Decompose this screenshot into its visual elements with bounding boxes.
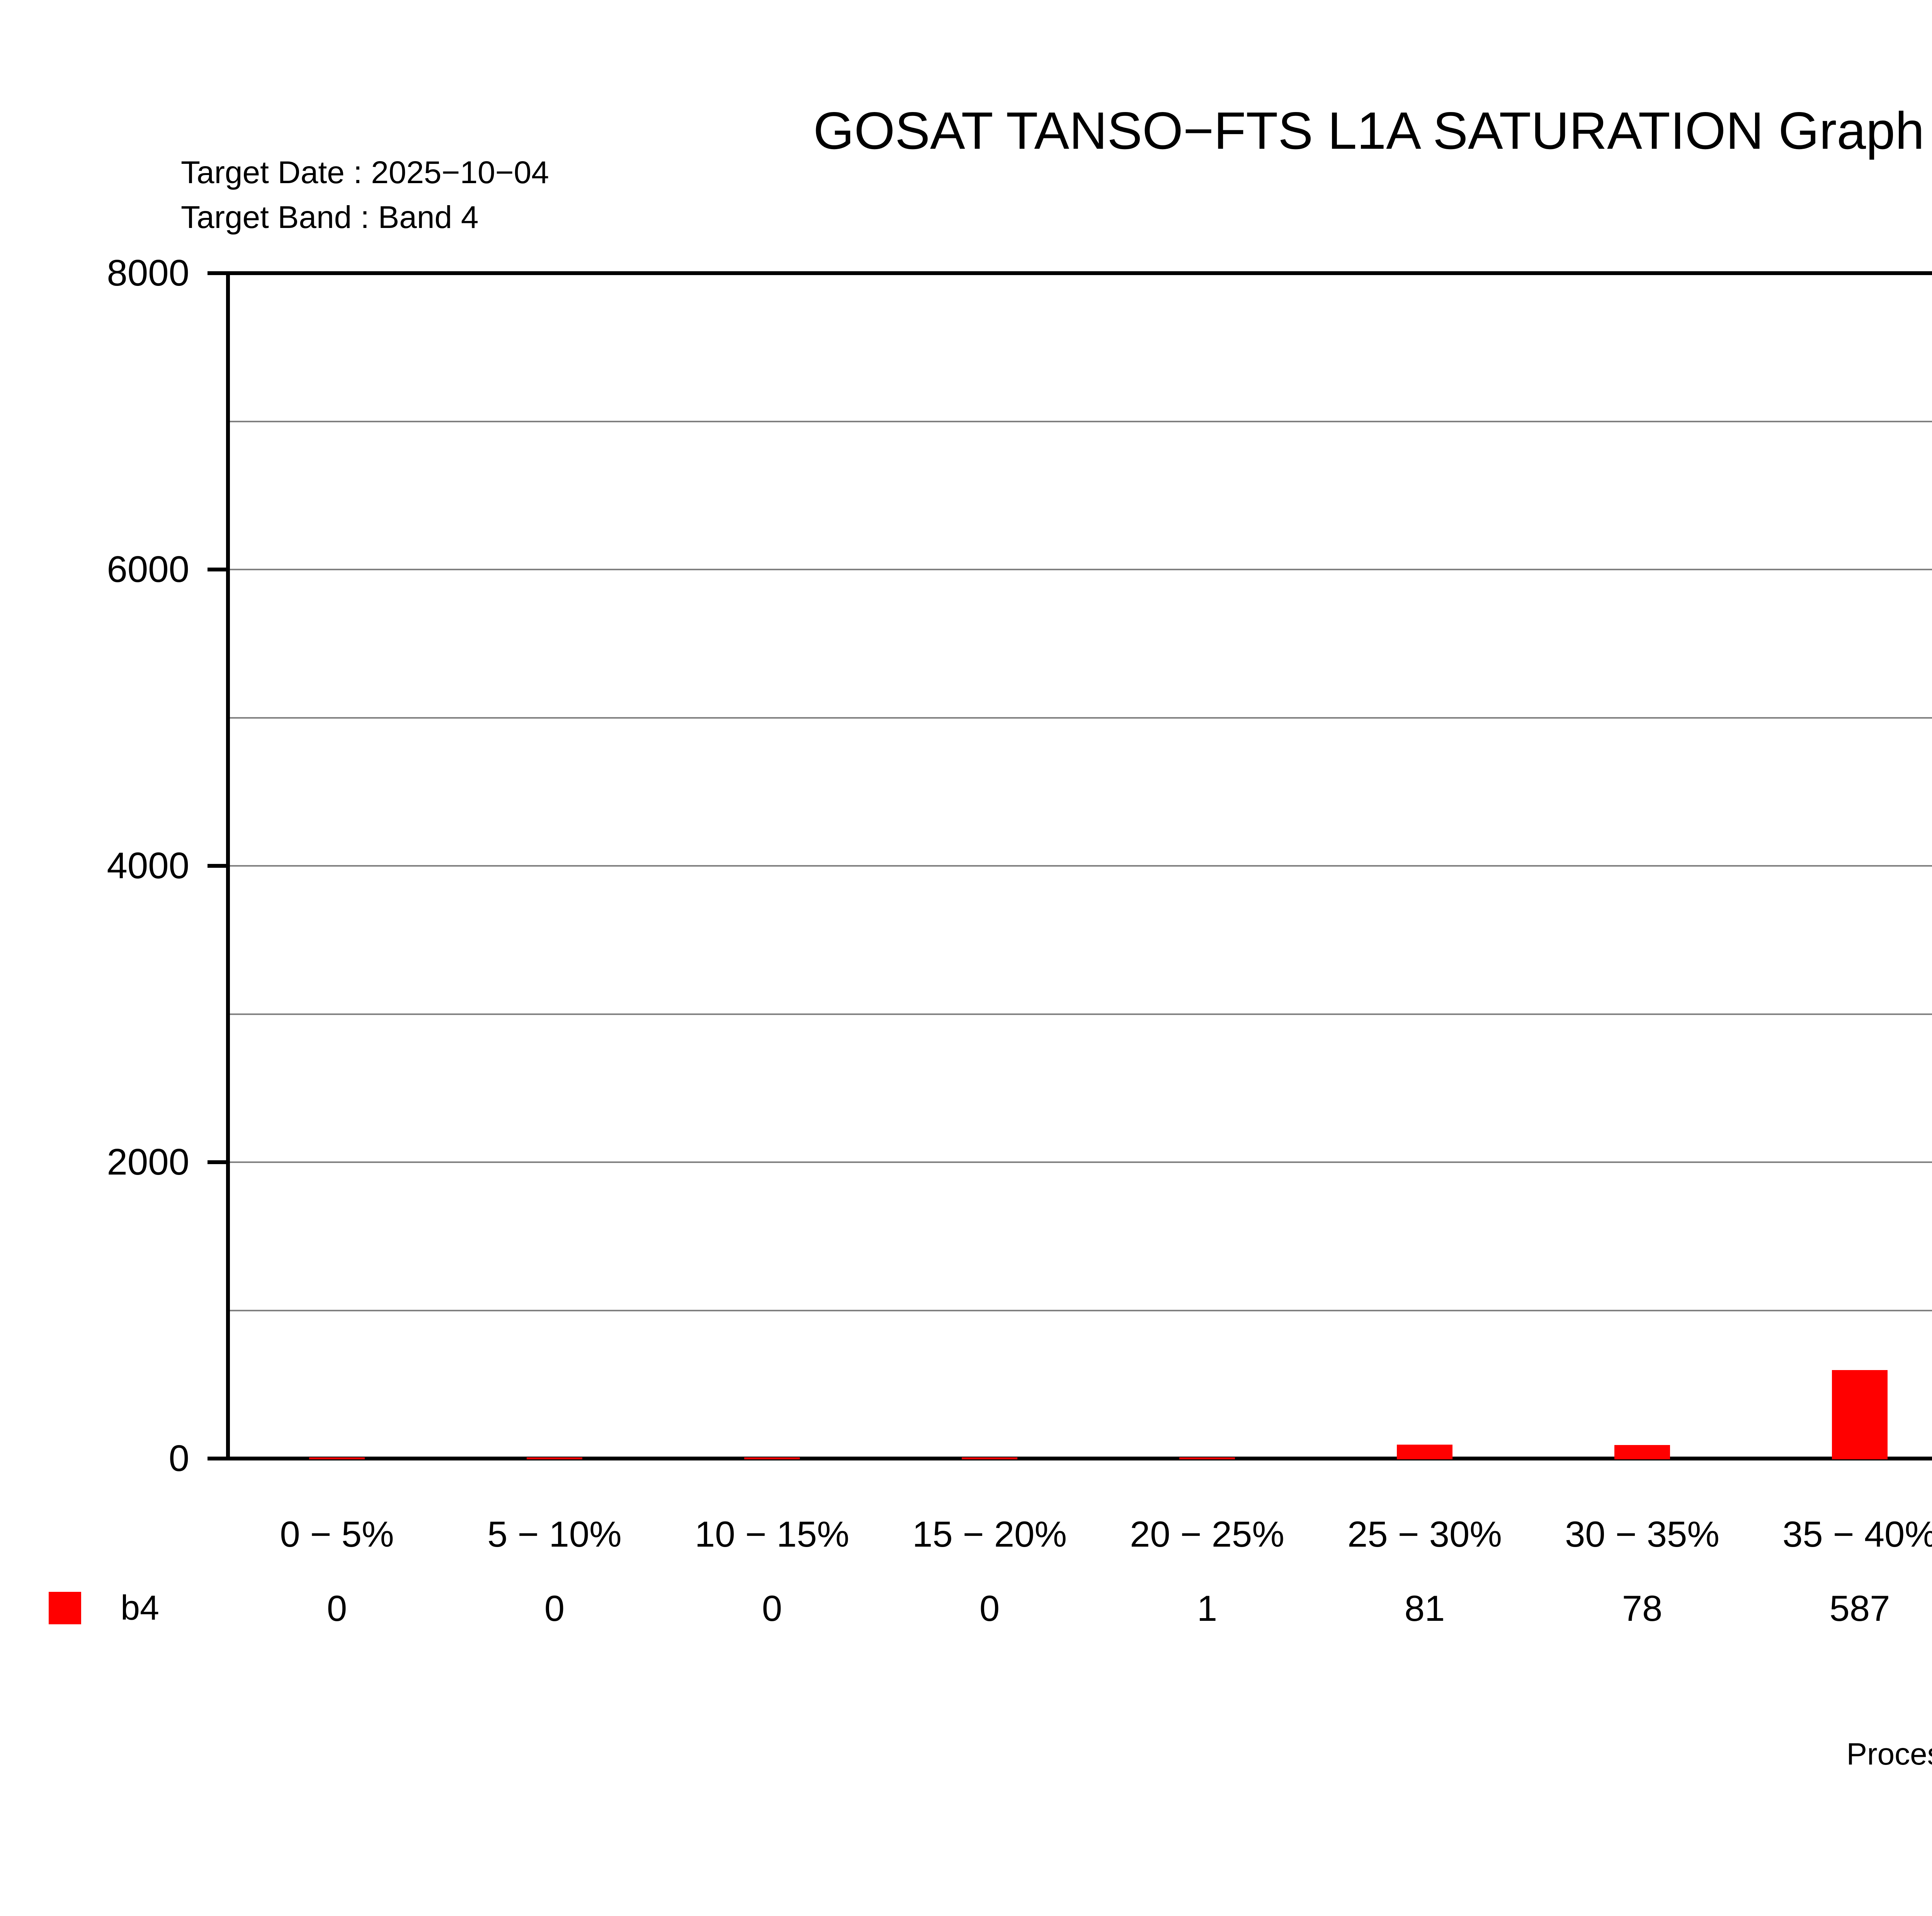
x-tick-label-15 − 20%: 15 − 20% bbox=[912, 1514, 1067, 1554]
gridline-1000 bbox=[230, 1309, 1932, 1311]
y-tick-left-8000 bbox=[207, 271, 226, 275]
value-label-0 − 5%: 0 bbox=[327, 1588, 347, 1629]
gridline-2000 bbox=[230, 1161, 1932, 1163]
x-tick-label-0 − 5%: 0 − 5% bbox=[280, 1514, 394, 1554]
y-tick-label-0: 0 bbox=[168, 1438, 189, 1479]
y-tick-left-6000 bbox=[207, 568, 226, 571]
chart-title: GOSAT TANSO−FTS L1A SATURATION Graph bbox=[813, 101, 1925, 160]
plot-area bbox=[226, 271, 1932, 1460]
gridline-7000 bbox=[230, 420, 1932, 422]
gridline-3000 bbox=[230, 1013, 1932, 1015]
x-tick-label-20 − 25%: 20 − 25% bbox=[1130, 1514, 1284, 1554]
y-tick-label-2000: 2000 bbox=[107, 1141, 189, 1183]
value-label-20 − 25%: 1 bbox=[1197, 1588, 1218, 1629]
gridline-5000 bbox=[230, 717, 1932, 719]
target-date-label: Target Date : 2025−10−04 bbox=[181, 155, 549, 190]
legend-swatch-b4 bbox=[49, 1592, 81, 1624]
x-tick-label-25 − 30%: 25 − 30% bbox=[1347, 1514, 1502, 1554]
y-tick-left-2000 bbox=[207, 1160, 226, 1164]
value-label-25 − 30%: 81 bbox=[1404, 1588, 1445, 1629]
value-label-15 − 20%: 0 bbox=[979, 1588, 1000, 1629]
gridline-6000 bbox=[230, 569, 1932, 570]
x-tick-label-30 − 35%: 30 − 35% bbox=[1565, 1514, 1719, 1554]
bar-30 − 35% bbox=[1614, 1445, 1670, 1459]
value-label-35 − 40%: 587 bbox=[1829, 1588, 1890, 1629]
y-tick-left-4000 bbox=[207, 864, 226, 868]
value-label-10 − 15%: 0 bbox=[762, 1588, 782, 1629]
bar-20 − 25% bbox=[1179, 1457, 1235, 1459]
legend-label-b4: b4 bbox=[121, 1589, 160, 1627]
y-tick-left-0 bbox=[207, 1457, 226, 1460]
processed-by-label: Processed by JAXA/EORC at 2025−10−06 08:… bbox=[1846, 1737, 1932, 1771]
x-tick-label-10 − 15%: 10 − 15% bbox=[695, 1514, 849, 1554]
gridline-4000 bbox=[230, 865, 1932, 867]
bar-5 − 10% bbox=[527, 1457, 582, 1459]
chart-subheader: Target Date : 2025−10−04 Target Band : B… bbox=[181, 150, 549, 240]
x-tick-label-5 − 10%: 5 − 10% bbox=[487, 1514, 622, 1554]
bar-25 − 30% bbox=[1397, 1445, 1452, 1459]
bar-35 − 40% bbox=[1832, 1370, 1888, 1459]
x-tick-label-35 − 40%: 35 − 40% bbox=[1782, 1514, 1932, 1554]
value-label-30 − 35%: 78 bbox=[1622, 1588, 1663, 1629]
y-tick-label-8000: 8000 bbox=[107, 252, 189, 294]
bar-10 − 15% bbox=[744, 1457, 800, 1459]
bar-0 − 5% bbox=[309, 1457, 365, 1459]
bar-15 − 20% bbox=[962, 1457, 1017, 1459]
y-tick-label-4000: 4000 bbox=[107, 845, 189, 886]
y-tick-label-6000: 6000 bbox=[107, 549, 189, 590]
target-band-label: Target Band : Band 4 bbox=[181, 200, 479, 235]
value-label-5 − 10%: 0 bbox=[544, 1588, 565, 1629]
